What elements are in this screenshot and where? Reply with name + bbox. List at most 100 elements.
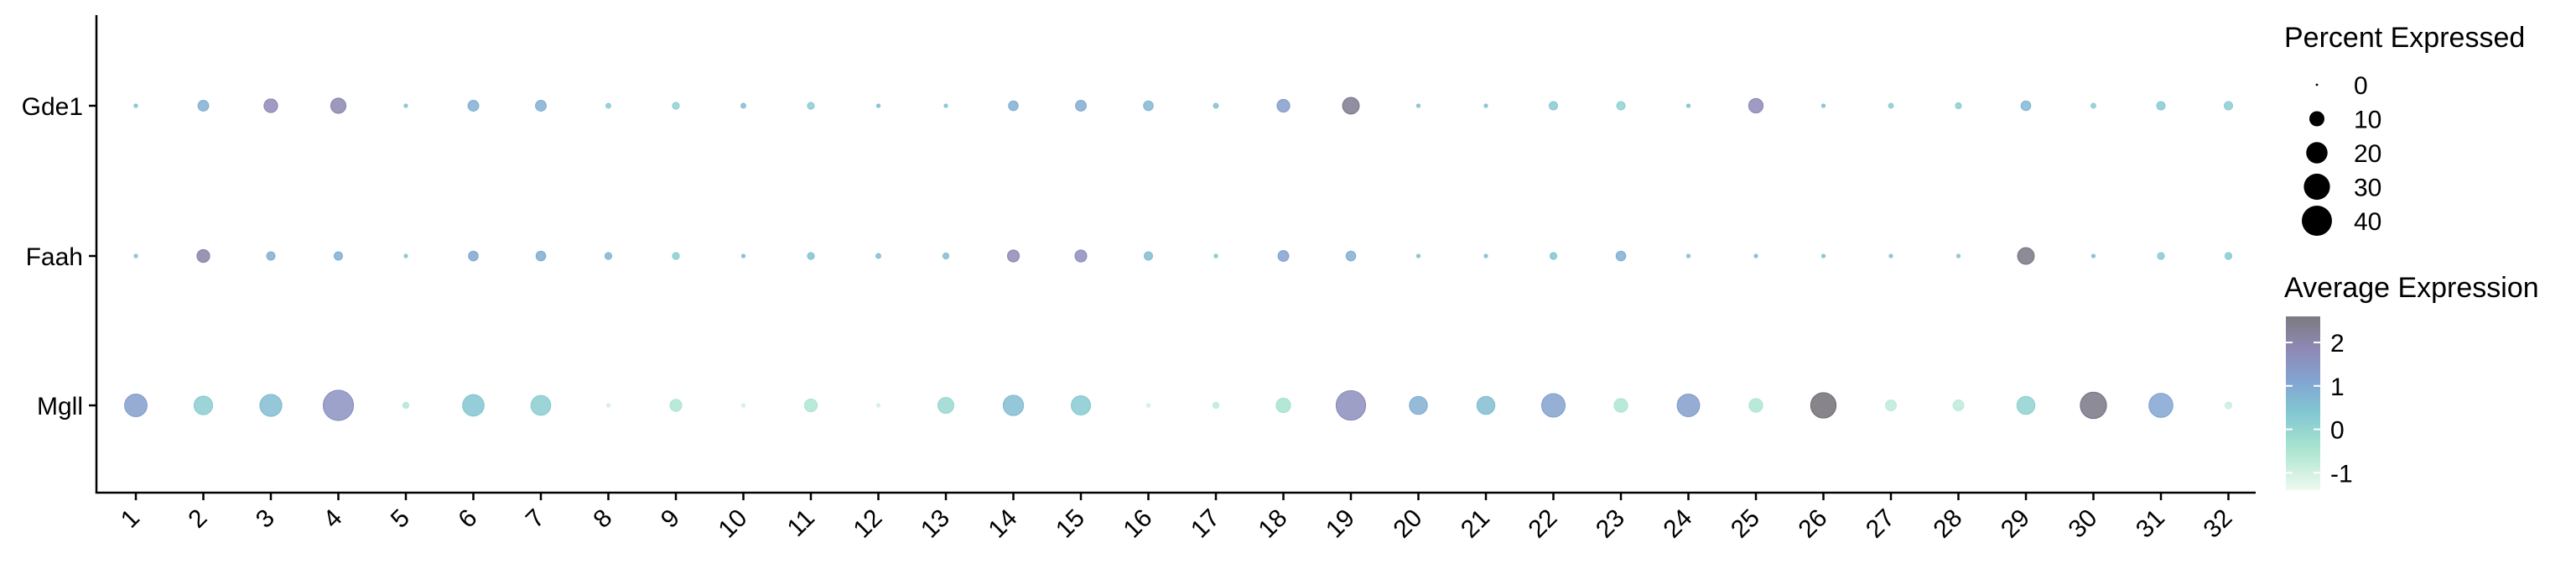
dot-gde1-cluster-19 xyxy=(1342,97,1360,115)
dot-faah-cluster-24 xyxy=(1685,253,1691,258)
dot-faah-cluster-27 xyxy=(1888,253,1893,258)
dot-faah-cluster-5 xyxy=(403,253,408,258)
x-tick-label: 7 xyxy=(521,504,550,534)
dot-mgll-cluster-3 xyxy=(259,394,283,417)
x-tick-label: 6 xyxy=(453,504,482,534)
dot-mgll-cluster-10 xyxy=(740,403,746,408)
dot-mgll-cluster-30 xyxy=(2080,391,2107,420)
x-tick-label: 9 xyxy=(656,504,685,534)
dot-mgll-cluster-25 xyxy=(1748,398,1763,413)
x-tick-label: 8 xyxy=(588,504,617,534)
dot-faah-cluster-12 xyxy=(875,253,881,259)
dot-faah-cluster-10 xyxy=(740,253,746,258)
dot-gde1-cluster-24 xyxy=(1685,103,1691,108)
x-tick-label: 32 xyxy=(2199,504,2238,544)
x-axis: 1 2 3 4 5 6 7 8 9 10 11 12 13 14 15 16 17 18 19 20 21 22 23 24 2… xyxy=(95,491,2256,544)
dot-faah-cluster-3 xyxy=(266,251,276,261)
x-tick-label: 5 xyxy=(386,504,415,534)
size-legend-dot xyxy=(2309,111,2324,127)
dot-faah-cluster-4 xyxy=(333,251,344,261)
dot-gde1-cluster-22 xyxy=(1548,101,1559,111)
x-tick-label: 4 xyxy=(318,504,347,534)
dot-faah-cluster-11 xyxy=(807,252,815,260)
dot-gde1-cluster-11 xyxy=(807,102,815,110)
x-tick-label: 16 xyxy=(1119,504,1158,544)
x-tick-label: 1 xyxy=(116,504,145,534)
dot-gde1-cluster-32 xyxy=(2223,101,2234,111)
dot-faah-cluster-17 xyxy=(1213,253,1218,258)
dot-gde1-cluster-27 xyxy=(1888,102,1894,109)
dot-faah-cluster-23 xyxy=(1615,250,1627,262)
dot-faah-cluster-14 xyxy=(1006,249,1021,263)
dot-gde1-cluster-17 xyxy=(1213,102,1219,109)
dot-faah-cluster-32 xyxy=(2224,252,2233,260)
x-tick-label: 23 xyxy=(1591,504,1630,544)
x-tick-label: 21 xyxy=(1456,504,1495,544)
dot-faah-cluster-20 xyxy=(1415,253,1421,258)
size-legend-dot xyxy=(2303,173,2330,201)
x-tick-label: 22 xyxy=(1524,504,1563,544)
x-tick-label: 14 xyxy=(984,504,1023,544)
x-tick-label: 13 xyxy=(916,504,955,544)
dot-faah-cluster-30 xyxy=(2090,253,2096,258)
dot-gde1-cluster-6 xyxy=(467,100,480,112)
dot-mgll-cluster-12 xyxy=(875,403,881,408)
dot-mgll-cluster-2 xyxy=(193,395,214,415)
dot-mgll-cluster-13 xyxy=(937,396,955,415)
dot-mgll-cluster-29 xyxy=(2016,395,2036,415)
dot-mgll-cluster-8 xyxy=(605,403,611,408)
dot-gde1-cluster-5 xyxy=(403,103,408,108)
dot-faah-cluster-31 xyxy=(2157,252,2165,260)
dot-gde1-cluster-26 xyxy=(1820,103,1826,108)
dot-mgll-cluster-32 xyxy=(2224,401,2233,410)
size-legend-label: 10 xyxy=(2354,107,2381,134)
dot-gde1-cluster-21 xyxy=(1483,103,1488,108)
dot-faah-cluster-29 xyxy=(2017,247,2035,265)
size-legend-label: 0 xyxy=(2354,72,2368,100)
dot-gde1-cluster-20 xyxy=(1415,103,1421,108)
dot-gde1-cluster-10 xyxy=(740,102,746,109)
dot-faah-cluster-9 xyxy=(672,252,680,260)
dot-mgll-cluster-20 xyxy=(1409,395,1428,415)
color-tick-label: 1 xyxy=(2330,373,2345,401)
x-tick-label: 19 xyxy=(1321,504,1360,544)
x-tick-label: 28 xyxy=(1929,504,1968,544)
x-tick-label: 20 xyxy=(1389,504,1428,544)
dot-faah-cluster-8 xyxy=(604,252,613,260)
dot-gde1-cluster-8 xyxy=(605,102,611,109)
dot-mgll-cluster-23 xyxy=(1613,398,1628,413)
plot-area xyxy=(124,97,2234,421)
dot-faah-cluster-25 xyxy=(1753,253,1758,258)
dot-mgll-cluster-9 xyxy=(669,399,683,412)
y-axis: Gde1 Faah Mgll xyxy=(22,15,98,493)
dot-gde1-cluster-31 xyxy=(2156,101,2166,111)
size-legend-dot xyxy=(2315,83,2319,86)
x-tick-label: 17 xyxy=(1186,504,1225,544)
color-tick-label: 0 xyxy=(2330,417,2345,445)
dot-gde1-cluster-9 xyxy=(672,102,680,110)
dot-faah-cluster-7 xyxy=(535,250,547,262)
dot-mgll-cluster-28 xyxy=(1952,400,1965,411)
dot-gde1-cluster-3 xyxy=(263,98,278,113)
size-legend-dot xyxy=(2306,142,2328,164)
dot-mgll-cluster-4 xyxy=(322,389,355,421)
dot-mgll-cluster-15 xyxy=(1071,395,1091,415)
dot-faah-cluster-6 xyxy=(468,250,479,262)
dot-faah-cluster-18 xyxy=(1277,250,1290,262)
dot-mgll-cluster-14 xyxy=(1002,394,1025,416)
dot-gde1-cluster-12 xyxy=(875,103,881,108)
dot-gde1-cluster-28 xyxy=(1955,102,1962,110)
dot-faah-cluster-21 xyxy=(1483,253,1488,258)
dot-mgll-cluster-1 xyxy=(124,394,148,417)
dot-gde1-cluster-16 xyxy=(1143,100,1154,112)
x-tick-label: 12 xyxy=(849,504,888,544)
x-tick-label: 18 xyxy=(1254,504,1293,544)
dot-faah-cluster-22 xyxy=(1549,252,1558,260)
dot-mgll-cluster-6 xyxy=(462,394,485,417)
x-tick-label: 3 xyxy=(251,504,280,534)
x-tick-label: 15 xyxy=(1051,504,1090,544)
color-tick-label: 2 xyxy=(2330,330,2345,358)
dot-gde1-cluster-14 xyxy=(1008,100,1019,112)
dot-gde1-cluster-15 xyxy=(1075,100,1087,112)
